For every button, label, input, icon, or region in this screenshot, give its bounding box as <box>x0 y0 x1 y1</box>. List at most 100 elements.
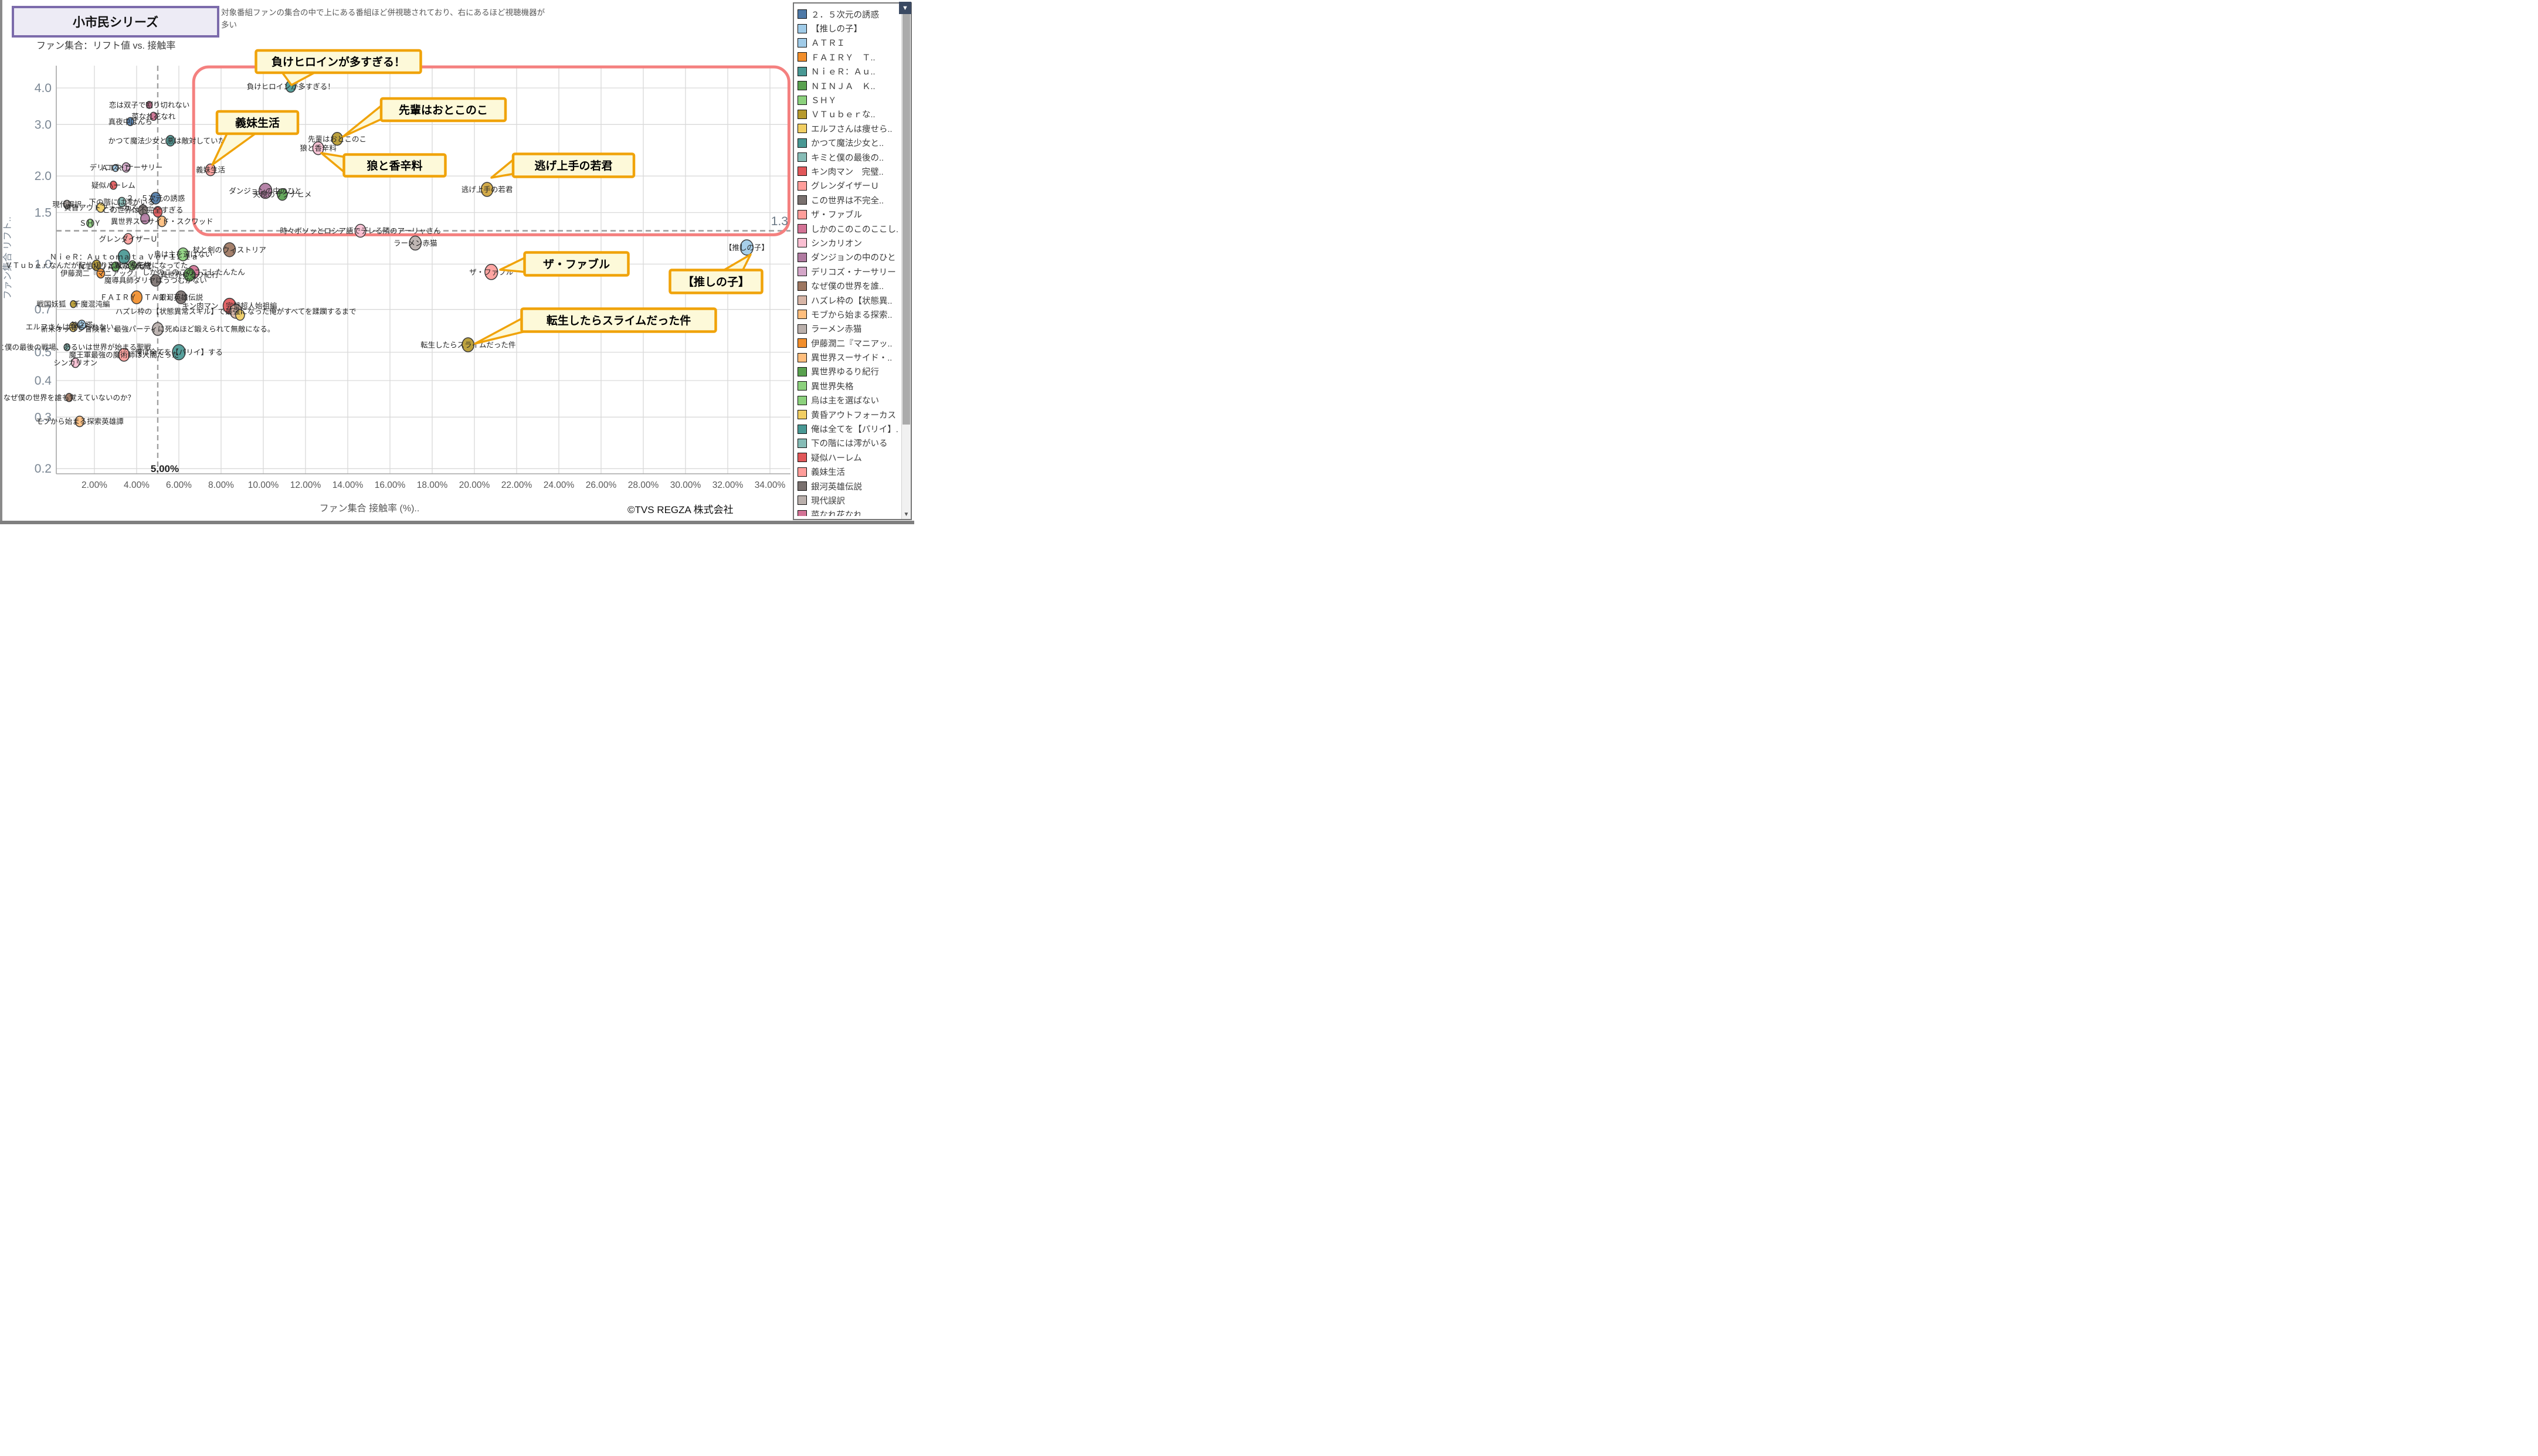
data-point[interactable] <box>331 132 343 146</box>
legend-item[interactable]: ダンジョンの中のひと <box>798 250 898 264</box>
legend-item[interactable]: ＳＨＹ <box>798 93 898 107</box>
data-point[interactable] <box>484 264 498 280</box>
data-point[interactable] <box>69 321 78 332</box>
legend-item[interactable]: 義妹生活 <box>798 465 898 479</box>
data-point[interactable] <box>312 141 324 155</box>
data-point[interactable] <box>121 162 131 173</box>
data-point[interactable] <box>152 206 163 218</box>
data-point[interactable] <box>111 262 120 272</box>
data-point[interactable] <box>91 259 101 271</box>
data-point[interactable] <box>96 202 106 213</box>
data-point[interactable] <box>131 290 142 304</box>
legend-item[interactable]: ＦＡＩＲＹ Ｔ.. <box>798 50 898 64</box>
data-point[interactable] <box>165 135 175 147</box>
data-point[interactable] <box>150 274 161 287</box>
data-point[interactable] <box>258 182 273 199</box>
legend-item[interactable]: 異世界失格 <box>798 379 898 393</box>
data-point[interactable] <box>205 163 216 177</box>
x-tick-label: 16.00% <box>375 480 406 490</box>
collapse-legend-button[interactable]: ▼ <box>899 2 911 14</box>
legend-item[interactable]: ＶＴｕｂｅｒな.. <box>798 107 898 121</box>
highlight-box <box>192 65 790 236</box>
data-point[interactable] <box>117 196 127 208</box>
legend-item[interactable]: この世界は不完全.. <box>798 193 898 207</box>
legend-item[interactable]: ハズレ枠の【状態異.. <box>798 293 898 307</box>
y-tick-label: 1.5 <box>35 206 52 220</box>
legend-item[interactable]: 烏は主を選ばない <box>798 393 898 408</box>
legend-item[interactable]: ザ・ファブル <box>798 207 898 221</box>
data-point[interactable] <box>70 300 77 308</box>
data-point[interactable] <box>63 199 71 209</box>
legend-item[interactable]: エルフさんは痩せら.. <box>798 121 898 135</box>
legend-item[interactable]: モブから始まる探索.. <box>798 307 898 321</box>
data-point[interactable] <box>128 260 137 271</box>
legend-item[interactable]: シンカリオン <box>798 236 898 250</box>
data-point[interactable] <box>480 182 494 197</box>
data-point[interactable] <box>150 192 161 205</box>
data-point[interactable] <box>462 337 475 352</box>
legend-item[interactable]: 【推しの子】 <box>798 21 898 35</box>
window-left-border <box>0 0 2 524</box>
legend-item[interactable]: ラーメン赤猫 <box>798 322 898 336</box>
scroll-down-icon[interactable]: ▼ <box>902 510 911 519</box>
legend-item-label: 烏は主を選ばない <box>811 396 879 406</box>
data-point[interactable] <box>71 357 80 368</box>
legend-swatch <box>798 224 807 234</box>
legend-item[interactable]: 黄昏アウトフォーカス <box>798 408 898 422</box>
data-point[interactable] <box>74 415 85 427</box>
data-point[interactable] <box>175 290 187 304</box>
legend-item[interactable]: 伊藤潤二『マニアッ.. <box>798 336 898 350</box>
data-point[interactable] <box>63 343 70 351</box>
legend-item[interactable]: キミと僕の最後の.. <box>798 150 898 164</box>
data-point[interactable] <box>235 309 245 321</box>
legend-item[interactable]: ２．５次元の誘惑 <box>798 7 898 21</box>
data-point[interactable] <box>739 239 754 256</box>
legend-item[interactable]: 異世界スーサイド・.. <box>798 350 898 364</box>
legend-item[interactable]: ＮＩＮＪＡ Ｋ.. <box>798 79 898 93</box>
data-point[interactable] <box>152 322 164 336</box>
callout-label: 【推しの子】 <box>683 275 749 289</box>
data-point[interactable] <box>109 181 118 190</box>
data-point[interactable] <box>65 393 73 402</box>
data-point[interactable] <box>145 101 153 109</box>
legend-item[interactable]: 下の階には澪がいる <box>798 436 898 450</box>
data-point[interactable] <box>177 247 189 262</box>
legend-item[interactable]: しかのこのこのここし.. <box>798 222 898 236</box>
legend-item[interactable]: かつて魔法少女と.. <box>798 136 898 150</box>
data-point[interactable] <box>277 188 288 201</box>
data-point[interactable] <box>409 235 422 251</box>
data-point[interactable] <box>117 249 131 264</box>
data-point[interactable] <box>77 320 86 330</box>
data-point[interactable] <box>157 215 167 228</box>
legend-item[interactable]: ＡＴＲＩ <box>798 36 898 50</box>
legend-scroll-thumb[interactable] <box>902 14 910 425</box>
data-point[interactable] <box>126 117 134 127</box>
x-tick-label: 20.00% <box>459 480 490 490</box>
legend-item[interactable]: 現代誤訳 <box>798 493 898 507</box>
data-point[interactable] <box>172 344 186 361</box>
legend-item[interactable]: なぜ僕の世界を誰.. <box>798 279 898 293</box>
legend-item[interactable]: 菜なれ花なれ <box>798 508 898 516</box>
data-point[interactable] <box>354 223 367 238</box>
scatter-chart[interactable]: 4.0 3.0 2.0 1.5 1.0 0.7 0.5 0.4 0.3 0.2 2.00% 4.00%… <box>0 0 914 524</box>
data-point[interactable] <box>118 348 130 362</box>
data-point[interactable] <box>112 164 119 172</box>
legend-item[interactable]: ＮｉｅＲ：Ａｕ.. <box>798 65 898 79</box>
legend-item[interactable]: 異世界ゆるり紀行 <box>798 365 898 379</box>
data-point[interactable] <box>123 233 133 245</box>
data-point[interactable] <box>140 213 150 225</box>
legend-scrollbar[interactable]: ▲ ▼ <box>901 4 911 519</box>
data-point[interactable] <box>223 242 236 257</box>
y-tick-label: 0.5 <box>35 346 52 359</box>
legend-item[interactable]: 俺は全てを【パリイ】.. <box>798 422 898 436</box>
data-point[interactable] <box>150 111 158 121</box>
legend-item[interactable]: デリコズ・ナーサリー <box>798 264 898 279</box>
legend-item[interactable]: グレンダイザーＵ <box>798 179 898 193</box>
data-point[interactable] <box>86 218 94 228</box>
legend-item[interactable]: 銀河英雄伝説 <box>798 479 898 493</box>
data-point[interactable] <box>184 267 195 282</box>
legend-swatch <box>798 66 807 76</box>
legend-item[interactable]: キン肉マン 完璧.. <box>798 164 898 178</box>
data-point[interactable] <box>96 268 106 279</box>
legend-item[interactable]: 疑似ハーレム <box>798 450 898 464</box>
